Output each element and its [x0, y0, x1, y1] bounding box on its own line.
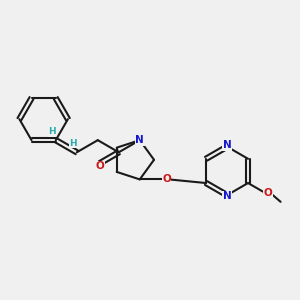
- Text: O: O: [95, 161, 104, 171]
- Text: N: N: [223, 191, 231, 201]
- Text: O: O: [264, 188, 273, 198]
- Text: O: O: [162, 174, 171, 184]
- Text: H: H: [48, 127, 56, 136]
- Text: H: H: [69, 139, 77, 148]
- Text: N: N: [135, 135, 144, 145]
- Text: N: N: [223, 140, 231, 151]
